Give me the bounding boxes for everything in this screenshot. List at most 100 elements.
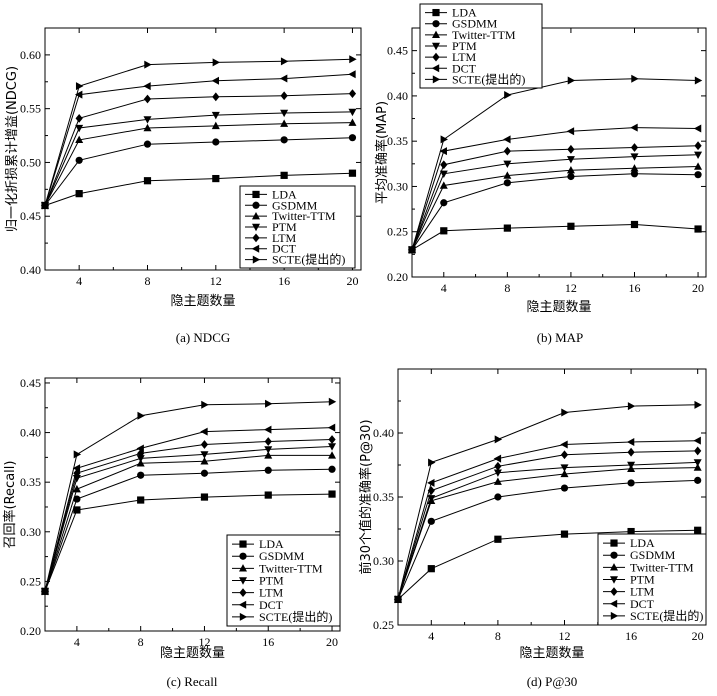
data-point (627, 447, 635, 457)
data-point (212, 58, 221, 67)
legend-label: PTM (452, 39, 477, 53)
series-line (44, 172, 353, 206)
data-point (75, 113, 83, 123)
data-point (566, 156, 575, 164)
data-point (348, 134, 357, 142)
x-tick-label: 8 (504, 281, 510, 295)
data-point (143, 116, 152, 124)
x-tick-label: 8 (144, 274, 150, 288)
data-point (408, 245, 417, 254)
x-axis-label: 隐主题数量 (170, 294, 235, 309)
data-point (567, 76, 576, 85)
y-tick-label: 0.25 (387, 225, 408, 239)
data-point (200, 457, 209, 465)
y-axis-label: 前30个值的准确率(P@30) (358, 419, 374, 574)
data-point (567, 144, 575, 154)
legend-marker (239, 588, 247, 598)
legend-box (419, 3, 543, 89)
series-line (411, 145, 699, 250)
y-tick-label: 0.20 (387, 270, 408, 284)
data-point (279, 74, 288, 83)
legend-label: LTM (259, 586, 284, 600)
series-6 (393, 436, 701, 604)
series-line (397, 461, 698, 600)
data-point (694, 151, 703, 159)
data-point (630, 220, 639, 229)
x-tick-label: 8 (138, 635, 144, 649)
series-line (44, 58, 353, 206)
legend-label: LTM (452, 50, 477, 64)
data-point (73, 495, 81, 503)
data-point (75, 156, 83, 164)
series-line (44, 468, 333, 592)
data-point (348, 169, 357, 177)
legend-label: GSDMM (452, 17, 498, 31)
data-point (328, 490, 336, 498)
legend-marker (432, 20, 440, 28)
data-point (143, 140, 152, 148)
data-point (560, 464, 569, 472)
y-tick-label: 0.30 (373, 554, 394, 568)
series-line (411, 173, 699, 251)
x-tick-label: 20 (326, 635, 338, 649)
legend-label: Twitter-TTM (272, 209, 336, 223)
legend-marker (239, 564, 247, 572)
data-point (280, 136, 288, 144)
legend-label: Twitter-TTM (259, 561, 323, 575)
data-point (494, 461, 502, 471)
series-7 (41, 55, 357, 210)
data-point (630, 143, 639, 152)
data-point (560, 530, 569, 538)
data-point (328, 435, 336, 444)
data-point (503, 224, 511, 232)
data-point (75, 135, 84, 144)
y-tick-label: 0.45 (387, 44, 408, 58)
data-point (694, 141, 702, 151)
data-point (439, 147, 447, 156)
legend-label: SCTE(提出的) (259, 609, 332, 624)
series-line (397, 450, 698, 600)
legend-marker (432, 8, 440, 17)
x-tick-label: 12 (198, 635, 210, 649)
legend-marker (239, 577, 247, 585)
legend-label: DCT (452, 61, 477, 75)
legend-label: DCT (630, 597, 655, 611)
legend-marker (610, 539, 618, 547)
data-point (201, 400, 209, 409)
y-tick-label: 0.60 (20, 48, 41, 62)
plot-frame (44, 377, 341, 632)
data-point (627, 527, 635, 536)
data-point (693, 124, 702, 133)
data-point (72, 484, 81, 493)
series-line (44, 111, 353, 206)
x-tick-label: 12 (565, 281, 577, 295)
series-7 (394, 400, 702, 604)
y-tick-label: 0.30 (20, 525, 41, 539)
data-point (567, 172, 575, 181)
legend-label: PTM (272, 220, 297, 234)
series-line (44, 401, 333, 592)
data-point (503, 146, 511, 156)
data-point (280, 57, 289, 66)
data-point (630, 123, 638, 132)
data-point (631, 74, 639, 83)
legend-label: SCTE(提出的) (272, 252, 345, 267)
data-point (694, 171, 702, 179)
y-tick-label: 0.20 (20, 624, 41, 638)
y-tick-label: 0.35 (387, 134, 408, 148)
x-tick-label: 8 (495, 629, 501, 643)
data-point (560, 440, 568, 449)
y-tick-label: 0.45 (20, 376, 41, 390)
y-tick-label: 0.40 (20, 426, 41, 440)
y-axis-label: 平均准确率(MAP) (374, 101, 390, 204)
legend-marker (252, 211, 260, 220)
data-point (560, 484, 569, 492)
data-point (694, 162, 703, 170)
data-point (328, 443, 337, 451)
series-line (44, 137, 353, 206)
chart-panel-4: 4 8 12 16 20 0.25 0.30 0.35 0.40 隐主题数量 前30个值的准确率(P… (358, 368, 707, 689)
data-point (136, 459, 145, 467)
